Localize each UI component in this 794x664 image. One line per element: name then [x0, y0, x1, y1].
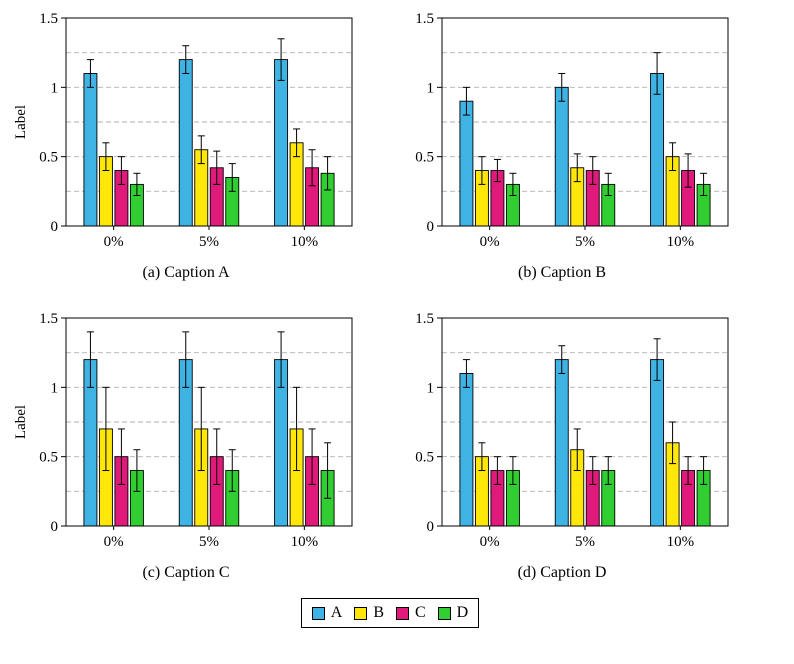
x-tick-label: 0% [480, 234, 500, 250]
y-tick-label: 0.5 [39, 150, 58, 166]
bar-A-5% [178, 59, 193, 227]
legend-item-a: A [311, 604, 343, 622]
bar-A-0% [459, 100, 474, 227]
x-tick-label: 0% [104, 534, 124, 550]
x-tick-label: 0% [480, 534, 500, 550]
chart-row-bottom: 0% 5% 10% 0 0.5 1 1.5 Label (c) Caption C 0% 5% 1… [10, 306, 794, 582]
x-tick-label: 10% [291, 234, 319, 250]
charts-grid: 0% 5% 10% 0 0.5 1 1.5 Label (a) Caption A 0% 5% 1… [10, 6, 794, 582]
chart-a: 0% 5% 10% 0 0.5 1 1.5 Label (a) Caption A [10, 6, 362, 282]
plot-border [441, 317, 729, 527]
y-tick-label: 0 [427, 219, 435, 235]
bar-A-10% [650, 359, 665, 527]
plot-border [441, 17, 729, 227]
plot-border [65, 17, 353, 227]
x-tick-label: 5% [199, 234, 219, 250]
x-tick-label: 5% [199, 534, 219, 550]
chart-b-plot: 0% 5% 10% 0 0.5 1 1.5 [415, 11, 729, 250]
x-tick-label: 5% [575, 534, 595, 550]
chart-d: 0% 5% 10% 0 0.5 1 1.5 (d) Caption D [386, 306, 738, 582]
legend-swatch-c [396, 606, 409, 620]
chart-a-caption: (a) Caption A [142, 264, 230, 281]
x-tick-label: 10% [667, 234, 695, 250]
legend-wrap: A B C D [10, 598, 770, 628]
chart-d-caption: (d) Caption D [517, 564, 607, 581]
y-axis-label: Label [13, 405, 29, 439]
y-tick-label: 1.5 [415, 11, 434, 27]
y-tick-label: 0 [51, 219, 59, 235]
y-tick-label: 0 [427, 519, 435, 535]
legend-item-d: D [437, 604, 469, 622]
bar-A-5% [554, 86, 569, 227]
bar-A-10% [650, 73, 665, 227]
y-tick-label: 0.5 [39, 450, 58, 466]
y-tick-label: 0.5 [415, 150, 434, 166]
bar-A-0% [459, 373, 474, 527]
legend-label-b: B [373, 604, 384, 621]
legend-label-a: A [330, 604, 343, 621]
bar-A-5% [554, 359, 569, 527]
legend-label-c: C [415, 604, 426, 621]
y-tick-label: 0.5 [415, 450, 434, 466]
y-tick-label: 1.5 [415, 311, 434, 327]
plot-border [65, 317, 353, 527]
y-tick-label: 1 [427, 80, 435, 96]
x-tick-label: 5% [575, 234, 595, 250]
x-tick-label: 10% [667, 534, 695, 550]
chart-d-plot: 0% 5% 10% 0 0.5 1 1.5 [415, 311, 729, 550]
x-tick-label: 10% [291, 534, 319, 550]
legend-swatch-a [311, 606, 325, 620]
y-tick-label: 1.5 [39, 311, 58, 327]
legend-label-d: D [456, 604, 469, 621]
chart-row-top: 0% 5% 10% 0 0.5 1 1.5 Label (a) Caption A 0% 5% 1… [10, 6, 794, 282]
chart-c-plot: 0% 5% 10% 0 0.5 1 1.5 Label [13, 311, 353, 550]
bar-A-10% [274, 59, 289, 227]
legend-item-b: B [354, 604, 384, 622]
y-tick-label: 0 [51, 519, 59, 535]
chart-a-plot: 0% 5% 10% 0 0.5 1 1.5 Label [13, 11, 353, 250]
y-tick-label: 1.5 [39, 11, 58, 27]
chart-c: 0% 5% 10% 0 0.5 1 1.5 Label (c) Caption C [10, 306, 362, 582]
chart-c-caption: (c) Caption C [142, 564, 230, 581]
legend-swatch-d [437, 606, 451, 620]
y-axis-label: Label [13, 105, 29, 139]
chart-b-caption: (b) Caption B [518, 264, 606, 281]
y-tick-label: 1 [51, 380, 59, 396]
y-tick-label: 1 [51, 80, 59, 96]
y-tick-label: 1 [427, 380, 435, 396]
x-tick-label: 0% [104, 234, 124, 250]
legend: A B C D [300, 598, 480, 628]
bar-A-0% [83, 73, 98, 227]
legend-swatch-b [354, 606, 368, 620]
legend-item-c: C [396, 604, 426, 622]
chart-b: 0% 5% 10% 0 0.5 1 1.5 (b) Caption B [386, 6, 738, 282]
